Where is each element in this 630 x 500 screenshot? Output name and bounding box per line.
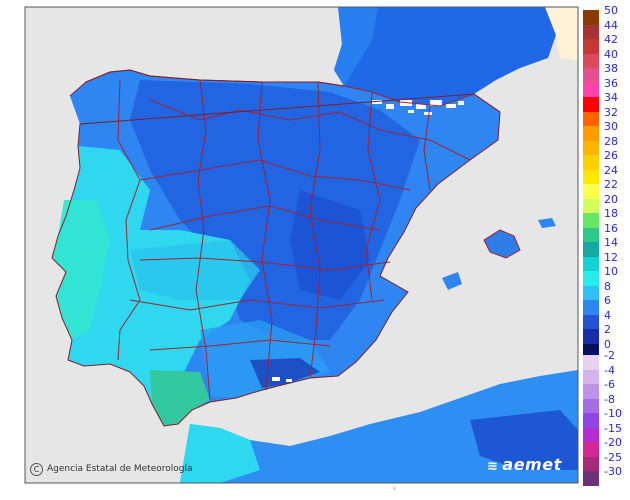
legend-label: 20 (604, 192, 618, 206)
ibiza-island (442, 272, 462, 290)
legend-label: 36 (604, 76, 618, 90)
legend-label: 28 (604, 134, 618, 148)
legend-swatch (583, 198, 599, 213)
agency-credit-text: Agencia Estatal de Meteorología (47, 464, 193, 474)
legend-swatch (583, 82, 599, 97)
legend-label: 14 (604, 236, 618, 249)
legend-label: 30 (604, 120, 618, 133)
legend-label: -15 (604, 421, 622, 435)
southwest-green-zone (150, 370, 210, 426)
legend-label: 18 (604, 207, 618, 220)
legend-label: -2 (604, 349, 615, 362)
legend-label: -4 (604, 363, 615, 377)
legend-swatch (583, 242, 599, 257)
legend-swatch (583, 384, 599, 399)
legend-swatch (583, 471, 599, 486)
legend-swatch (583, 24, 599, 39)
legend-swatch (583, 271, 599, 286)
aemet-logo-icon: ≋ (487, 459, 499, 474)
legend-swatch (583, 413, 599, 428)
legend-label: 16 (604, 221, 618, 235)
north-africa-landmass (180, 370, 578, 483)
legend-swatch (583, 398, 599, 413)
legend-label: -6 (604, 378, 615, 391)
legend-label: 50 (604, 4, 618, 17)
legend-swatch (583, 111, 599, 126)
legend-swatch (583, 427, 599, 442)
legend-label: 12 (604, 250, 618, 264)
mallorca-island (484, 230, 520, 258)
legend-label: -10 (604, 407, 622, 420)
legend-swatch (583, 442, 599, 457)
legend-swatch (583, 10, 599, 25)
legend-label: 4 (604, 308, 611, 322)
corner-landmass (545, 7, 578, 60)
legend-label: -30 (604, 465, 622, 478)
legend-swatch (583, 456, 599, 471)
legend-label: -8 (604, 392, 615, 406)
legend-swatch (583, 126, 599, 141)
legend-swatch (583, 213, 599, 228)
legend-swatch (583, 285, 599, 300)
france-landmass (334, 7, 556, 106)
legend-label: 42 (604, 33, 618, 46)
legend-label: 38 (604, 62, 618, 75)
legend-label: 2 (604, 323, 611, 336)
legend-label: -25 (604, 450, 622, 464)
africa-deep-zone (470, 410, 578, 470)
legend-swatch (583, 314, 599, 329)
legend-label: 22 (604, 178, 618, 191)
france-coast-region (334, 7, 378, 86)
portugal-green-zone (52, 200, 110, 340)
legend-label: 26 (604, 149, 618, 162)
legend-swatch (583, 97, 599, 112)
legend-label: 24 (604, 163, 618, 177)
legend-swatch (583, 355, 599, 370)
legend-label: 8 (604, 279, 611, 293)
legend-swatch (583, 155, 599, 170)
legend-label: 10 (604, 265, 618, 278)
legend-swatch (583, 169, 599, 184)
menorca-island (538, 218, 556, 228)
legend-swatch (583, 68, 599, 83)
legend-label: 0 (604, 337, 611, 351)
agency-credit: C Agencia Estatal de Meteorología (30, 461, 193, 477)
legend-swatch (583, 184, 599, 199)
legend-label: 32 (604, 105, 618, 119)
central-light-zone (130, 240, 260, 300)
iberia-coastline (51, 69, 501, 427)
legend-swatch (583, 39, 599, 54)
legend-label: 34 (604, 91, 618, 104)
sierra-nevada-zone (250, 358, 320, 388)
legend-swatch (583, 140, 599, 155)
footer-mark: ª (393, 486, 396, 493)
legend-swatch (583, 369, 599, 384)
legend-label: 6 (604, 294, 611, 307)
legend-swatch (583, 227, 599, 242)
legend-label: -20 (604, 436, 622, 449)
legend-label: 44 (604, 18, 618, 32)
legend-swatch (583, 343, 599, 358)
map-frame (24, 6, 579, 484)
copyright-icon: C (30, 462, 43, 476)
africa-light-zone (180, 424, 260, 483)
legend-swatch (583, 256, 599, 271)
aemet-logo-text: aemet (502, 455, 562, 474)
province-borders (85, 69, 521, 401)
legend-swatch (583, 329, 599, 344)
legend-swatch (583, 300, 599, 315)
legend-label: 40 (604, 47, 618, 61)
aemet-logo: ≋ aemet (487, 455, 562, 474)
legend-swatch (583, 53, 599, 68)
